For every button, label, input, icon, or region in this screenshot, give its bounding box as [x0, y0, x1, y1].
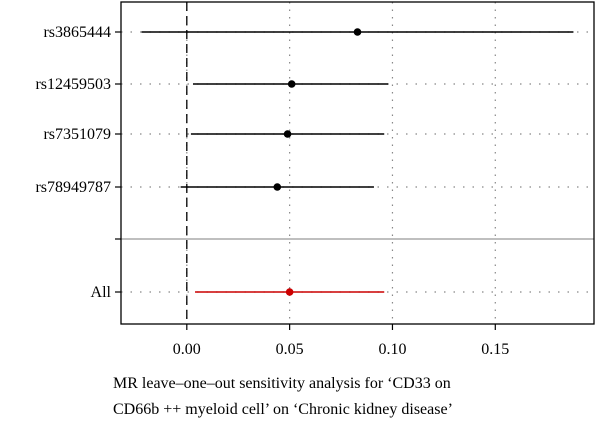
point-estimate-3: [273, 183, 282, 191]
y-tick-label-3: rs78949787: [35, 179, 111, 196]
point-estimate-2: [283, 130, 292, 138]
point-estimate-0: [353, 28, 362, 36]
y-tick-label-0: rs3865444: [43, 24, 111, 41]
y-tick-label-2: rs7351079: [43, 126, 111, 143]
point-estimate-1: [287, 80, 296, 88]
x-tick-label-1: 0.05: [276, 341, 304, 358]
x-tick-label-2: 0.10: [378, 341, 406, 358]
point-estimate-4: [285, 288, 294, 296]
y-tick-label-1: rs12459503: [35, 76, 111, 93]
x-tick-label-3: 0.15: [481, 341, 509, 358]
x-axis-label-line-2: CD66b ++ myeloid cell’ on ‘Chronic kidne…: [113, 401, 453, 418]
x-axis-label-line-1: MR leave–one–out sensitivity analysis fo…: [113, 375, 451, 392]
x-tick-label-0: 0.00: [173, 341, 201, 358]
y-tick-label-4: All: [91, 284, 112, 301]
plot-frame: [120, 1, 595, 325]
